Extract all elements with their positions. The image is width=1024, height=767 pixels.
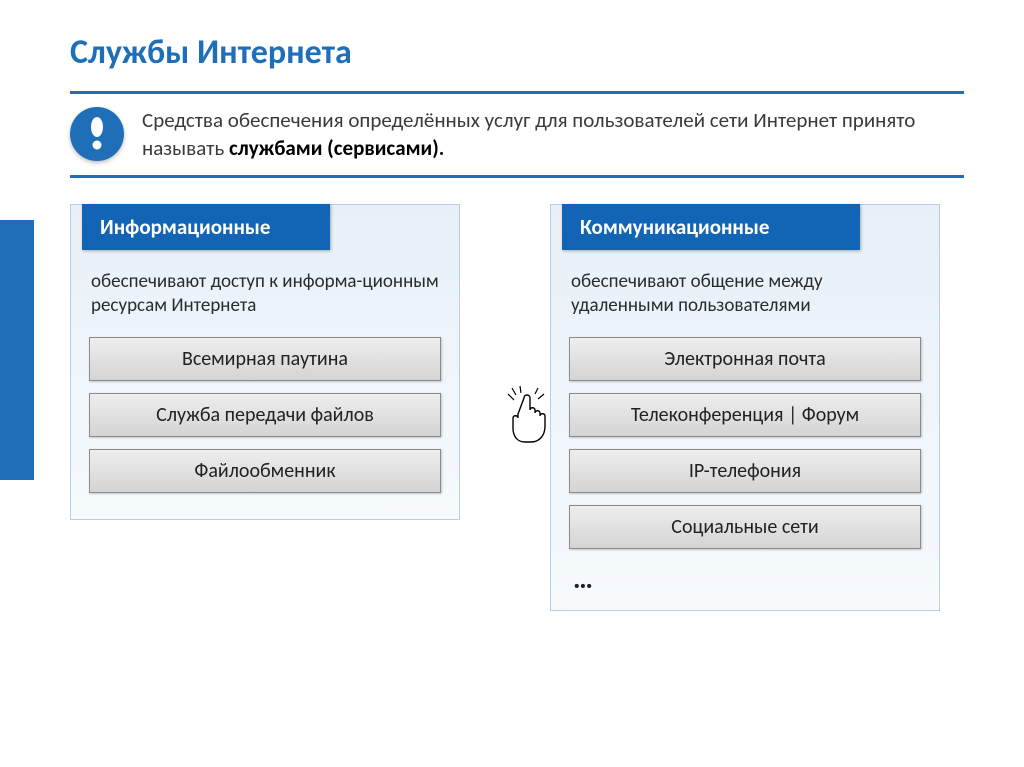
panel-informational: Информационные обеспечивают доступ к инф…	[70, 204, 460, 520]
item-iptel[interactable]: IP-телефония	[569, 449, 921, 493]
item-email[interactable]: Электронная почта	[569, 337, 921, 381]
panel-desc-communication: обеспечивают общение между удаленными по…	[571, 270, 919, 319]
panel-communication: Коммуникационные обеспечивают общение ме…	[550, 204, 940, 611]
left-accent-stripe	[0, 220, 34, 480]
item-ftp[interactable]: Служба передачи файлов	[89, 393, 441, 437]
slide-content: Службы Интернета Средства обеспечения оп…	[0, 0, 1024, 631]
ellipsis: …	[573, 561, 927, 596]
definition-bold: службами (сервисами).	[229, 135, 444, 161]
panel-desc-informational: обеспечивают доступ к информа-ционным ре…	[91, 270, 439, 319]
pointer-hand-icon	[502, 384, 556, 444]
item-fileshare[interactable]: Файлообменник	[89, 449, 441, 493]
definition-text: Средства обеспечения определённых услуг …	[142, 106, 964, 163]
definition-block: Средства обеспечения определённых услуг …	[70, 91, 964, 178]
item-www[interactable]: Всемирная паутина	[89, 337, 441, 381]
item-social[interactable]: Социальные сети	[569, 505, 921, 549]
panel-header-communication: Коммуникационные	[562, 204, 860, 250]
page-title: Службы Интернета	[70, 32, 964, 73]
columns-wrap: Информационные обеспечивают доступ к инф…	[70, 204, 964, 611]
item-teleconf[interactable]: Телеконференция | Форум	[569, 393, 921, 437]
exclamation-icon	[70, 107, 124, 161]
panel-header-informational: Информационные	[82, 204, 330, 250]
